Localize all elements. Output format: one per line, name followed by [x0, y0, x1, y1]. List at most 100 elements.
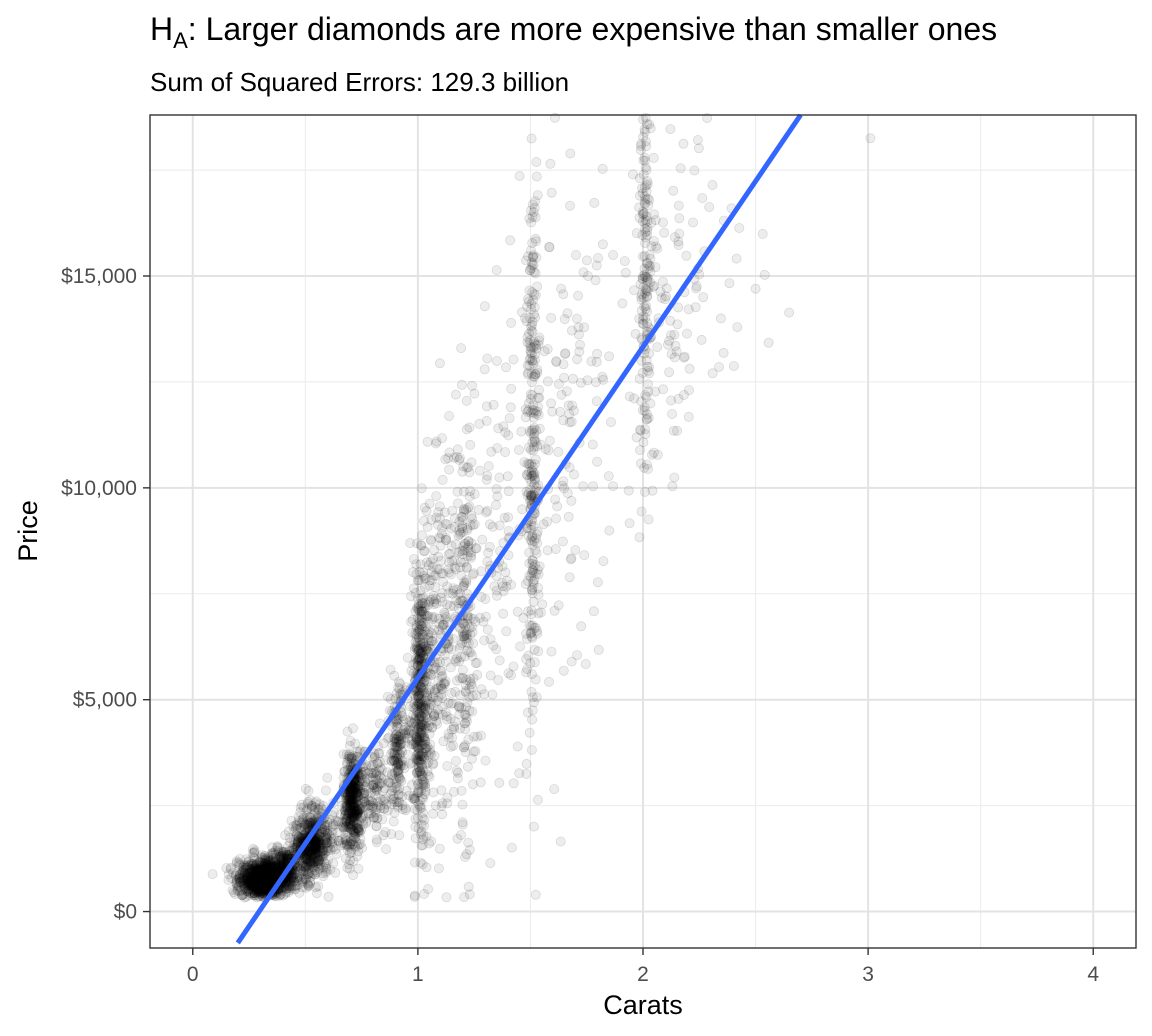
- data-point: [238, 877, 249, 888]
- data-point: [266, 869, 277, 880]
- data-point: [597, 163, 608, 174]
- data-point: [248, 881, 259, 892]
- data-point: [473, 504, 484, 515]
- data-point: [472, 731, 483, 742]
- data-point: [257, 866, 268, 877]
- data-point: [258, 862, 269, 873]
- data-point: [258, 883, 269, 894]
- data-point: [263, 878, 274, 889]
- data-point: [424, 498, 435, 509]
- data-point: [413, 735, 424, 746]
- data-point: [588, 606, 599, 617]
- data-point: [552, 501, 563, 512]
- data-point: [250, 873, 261, 884]
- data-point: [424, 771, 435, 782]
- data-point: [317, 848, 328, 859]
- data-point: [437, 474, 448, 485]
- data-point: [245, 887, 256, 898]
- data-point: [238, 871, 249, 882]
- data-point: [363, 782, 374, 793]
- data-point: [264, 866, 275, 877]
- data-point: [573, 329, 584, 340]
- data-point: [258, 865, 269, 876]
- data-point: [253, 869, 264, 880]
- data-point: [431, 598, 442, 609]
- data-point: [643, 514, 654, 525]
- data-point: [278, 890, 289, 901]
- data-point: [440, 676, 451, 687]
- data-point: [480, 755, 491, 766]
- data-point: [565, 148, 576, 159]
- data-point: [268, 865, 279, 876]
- data-point: [442, 761, 453, 772]
- data-point: [256, 859, 267, 870]
- data-point: [256, 885, 267, 896]
- data-point: [553, 600, 564, 611]
- data-point: [631, 228, 642, 239]
- data-point: [681, 250, 692, 261]
- data-point: [456, 343, 467, 354]
- data-point: [256, 872, 267, 883]
- data-point: [244, 889, 255, 900]
- data-point: [527, 558, 538, 569]
- data-point: [461, 424, 472, 435]
- data-point: [524, 458, 535, 469]
- data-point: [540, 444, 551, 455]
- data-point: [623, 485, 634, 496]
- data-point: [246, 867, 257, 878]
- data-point: [253, 887, 264, 898]
- data-point: [257, 865, 268, 876]
- data-point: [250, 860, 261, 871]
- data-point: [259, 876, 270, 887]
- data-point: [414, 801, 425, 812]
- data-point: [243, 878, 254, 889]
- data-point: [373, 748, 384, 759]
- data-point: [407, 757, 418, 768]
- data-point: [252, 877, 263, 888]
- data-point: [638, 114, 649, 125]
- data-point: [256, 876, 267, 887]
- data-point: [546, 187, 557, 198]
- data-point: [241, 870, 252, 881]
- data-point: [247, 865, 258, 876]
- data-point: [377, 786, 388, 797]
- data-point: [531, 529, 542, 540]
- data-point: [257, 868, 268, 879]
- data-point: [468, 638, 479, 649]
- data-point: [330, 867, 341, 878]
- data-point: [249, 882, 260, 893]
- data-point: [266, 873, 277, 884]
- data-point: [230, 889, 241, 900]
- data-point: [526, 133, 537, 144]
- data-point: [257, 868, 268, 879]
- data-point: [250, 878, 261, 889]
- data-point: [253, 878, 264, 889]
- data-point: [244, 880, 255, 891]
- y-tick-label: $5,000: [73, 689, 137, 712]
- data-point: [263, 880, 274, 891]
- data-point: [638, 131, 649, 142]
- data-point: [237, 865, 248, 876]
- data-point: [261, 860, 272, 871]
- data-point: [260, 858, 271, 869]
- data-point: [456, 379, 467, 390]
- data-point: [436, 801, 447, 812]
- data-point: [635, 425, 646, 436]
- data-point: [241, 873, 252, 884]
- data-point: [250, 870, 261, 881]
- data-point: [258, 863, 269, 874]
- data-point: [280, 881, 291, 892]
- data-point: [531, 548, 542, 559]
- data-point: [675, 163, 686, 174]
- data-point: [273, 861, 284, 872]
- data-point: [408, 583, 419, 594]
- data-point: [417, 792, 428, 803]
- data-point: [253, 865, 264, 876]
- data-point: [237, 866, 248, 877]
- data-point: [257, 873, 268, 884]
- data-point: [637, 367, 648, 378]
- data-point: [659, 227, 670, 238]
- data-point: [688, 217, 699, 228]
- data-point: [526, 631, 537, 642]
- data-point: [244, 878, 255, 889]
